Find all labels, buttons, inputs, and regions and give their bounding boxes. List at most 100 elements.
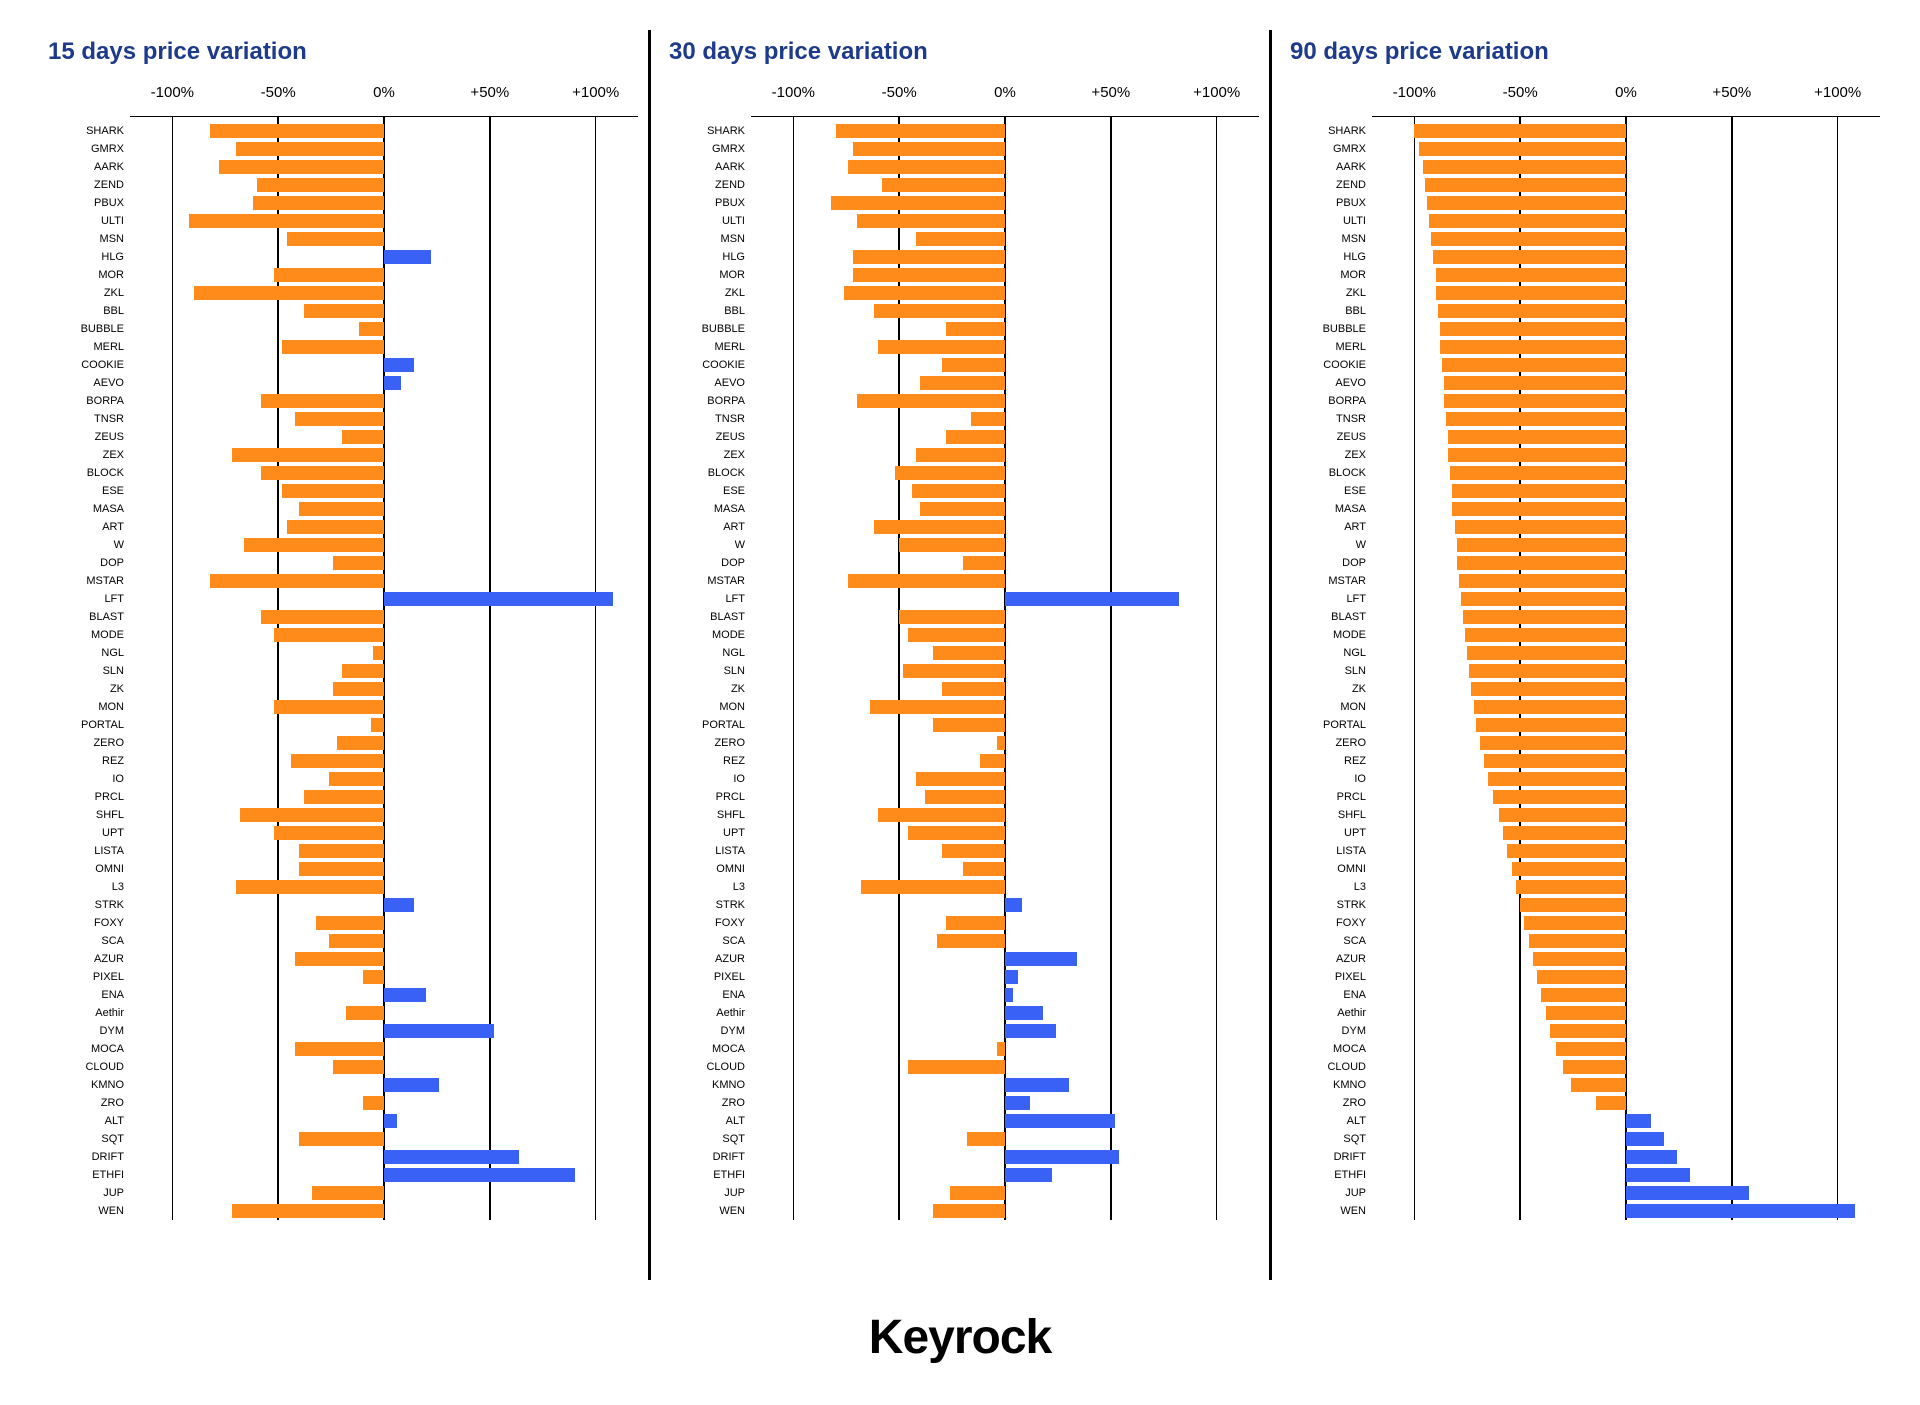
bar-row: BLAST — [1282, 608, 1880, 626]
bar-label: ZRO — [661, 1097, 751, 1109]
bar-label: MERL — [40, 341, 130, 353]
bar — [1596, 1096, 1626, 1110]
bar-label: PORTAL — [661, 719, 751, 731]
bar-plot — [1372, 1040, 1880, 1058]
bar — [1537, 970, 1626, 984]
bar-row: ENA — [661, 986, 1259, 1004]
bar-row: ZEND — [1282, 176, 1880, 194]
bar — [1005, 1078, 1069, 1092]
bar-plot — [751, 626, 1259, 644]
bar-row: BORPA — [40, 392, 638, 410]
bar-label: MERL — [1282, 341, 1372, 353]
bar-plot — [1372, 500, 1880, 518]
bar-label: FOXY — [661, 917, 751, 929]
bar — [1516, 880, 1626, 894]
bar — [1450, 466, 1626, 480]
bar — [236, 880, 384, 894]
bar-plot — [130, 824, 638, 842]
bar-label: ZERO — [661, 737, 751, 749]
bar-plot — [1372, 518, 1880, 536]
bar-label: ZK — [1282, 683, 1372, 695]
bar-row: PRCL — [1282, 788, 1880, 806]
bar-label: ZERO — [40, 737, 130, 749]
bar — [1005, 592, 1179, 606]
bar — [1005, 1114, 1115, 1128]
bar-label: COOKIE — [661, 359, 751, 371]
bar — [1431, 232, 1626, 246]
bar — [359, 322, 384, 336]
bar-plot — [130, 860, 638, 878]
bar — [1550, 1024, 1626, 1038]
bar-row: OMNI — [1282, 860, 1880, 878]
bar-row: DYM — [40, 1022, 638, 1040]
axis-tick-label: +100% — [1193, 84, 1240, 101]
bar-label: ALT — [661, 1115, 751, 1127]
bar-label: L3 — [40, 881, 130, 893]
bar — [244, 538, 384, 552]
bar-row: FOXY — [1282, 914, 1880, 932]
bar-row: MASA — [661, 500, 1259, 518]
bar-plot — [1372, 1076, 1880, 1094]
bar-row: UPT — [1282, 824, 1880, 842]
bar-label: Aethir — [661, 1007, 751, 1019]
bar-label: BBL — [661, 305, 751, 317]
bar-label: W — [40, 539, 130, 551]
bar-label: NGL — [40, 647, 130, 659]
bar-row: REZ — [1282, 752, 1880, 770]
bar-row: AARK — [661, 158, 1259, 176]
bar-label: MSTAR — [40, 575, 130, 587]
bar-plot — [130, 644, 638, 662]
bar — [333, 556, 384, 570]
bar — [1626, 1168, 1690, 1182]
bar-label: STRK — [661, 899, 751, 911]
bar-plot — [751, 608, 1259, 626]
bar-plot — [1372, 428, 1880, 446]
bar-plot — [130, 392, 638, 410]
bar — [1425, 178, 1626, 192]
bar-row: PORTAL — [661, 716, 1259, 734]
bar-plot — [130, 1022, 638, 1040]
bar — [1448, 448, 1626, 462]
bar-row: ZEUS — [40, 428, 638, 446]
bar-label: ALT — [40, 1115, 130, 1127]
bar-row: MOR — [661, 266, 1259, 284]
bar — [1423, 160, 1626, 174]
bar-plot — [1372, 932, 1880, 950]
bar-plot — [130, 356, 638, 374]
bar-label: DRIFT — [40, 1151, 130, 1163]
bar-row: ART — [1282, 518, 1880, 536]
bar-label: MODE — [40, 629, 130, 641]
bar — [274, 826, 384, 840]
bar-row: JUP — [1282, 1184, 1880, 1202]
bar-plot — [751, 1076, 1259, 1094]
bar-row: ZRO — [661, 1094, 1259, 1112]
bar — [219, 160, 384, 174]
panel-title: 15 days price variation — [48, 38, 638, 66]
bar-plot — [130, 230, 638, 248]
bar — [912, 484, 1005, 498]
bar-label: SQT — [661, 1133, 751, 1145]
bar — [853, 250, 1005, 264]
bar — [333, 682, 384, 696]
bar — [853, 268, 1005, 282]
bar-label: ETHFI — [40, 1169, 130, 1181]
bar-plot — [1372, 590, 1880, 608]
bar-plot — [751, 968, 1259, 986]
bar-plot — [1372, 662, 1880, 680]
bar-plot — [1372, 212, 1880, 230]
bar-label: MODE — [1282, 629, 1372, 641]
bar — [916, 448, 1005, 462]
bar — [342, 430, 384, 444]
bar-label: DYM — [40, 1025, 130, 1037]
bar — [304, 790, 384, 804]
bar-label: ZEX — [1282, 449, 1372, 461]
bar-label: ZRO — [40, 1097, 130, 1109]
bar-plot — [1372, 248, 1880, 266]
bar — [878, 340, 1005, 354]
bar-plot — [130, 194, 638, 212]
bar-row: WEN — [1282, 1202, 1880, 1220]
bar — [373, 646, 384, 660]
bar-plot — [751, 392, 1259, 410]
bar-label: ZEND — [661, 179, 751, 191]
bar-plot — [1372, 1058, 1880, 1076]
